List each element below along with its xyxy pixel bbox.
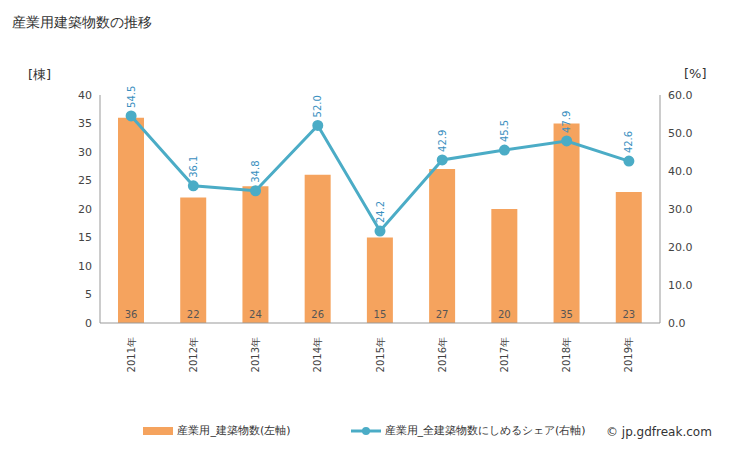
svg-text:2017年: 2017年 — [499, 337, 510, 372]
svg-text:40.0: 40.0 — [668, 165, 693, 178]
svg-text:0.0: 0.0 — [668, 317, 686, 330]
svg-text:50.0: 50.0 — [668, 127, 693, 140]
svg-text:34.8: 34.8 — [250, 160, 261, 182]
svg-text:35: 35 — [78, 117, 92, 130]
svg-text:45.5: 45.5 — [499, 120, 510, 142]
svg-text:5: 5 — [85, 288, 92, 301]
svg-text:2011年: 2011年 — [126, 337, 137, 372]
svg-text:47.9: 47.9 — [561, 111, 572, 133]
svg-text:42.9: 42.9 — [437, 130, 448, 152]
html-text:産業用_建築物数(左軸): 産業用_建築物数(左軸) — [177, 424, 291, 437]
svg-text:2012年: 2012年 — [188, 337, 199, 372]
svg-text:2014年: 2014年 — [312, 337, 323, 372]
svg-text:30: 30 — [78, 146, 92, 159]
svg-text:20.0: 20.0 — [668, 241, 693, 254]
svg-text:42.6: 42.6 — [623, 131, 634, 153]
svg-text:54.5: 54.5 — [126, 86, 137, 108]
svg-text:22: 22 — [187, 309, 200, 320]
svg-text:26: 26 — [311, 309, 324, 320]
svg-text:40: 40 — [78, 89, 92, 102]
html-text:産業用建築物数の推移: 産業用建築物数の推移 — [12, 14, 152, 30]
svg-text:10: 10 — [78, 260, 92, 273]
html-text:[棟]: [棟] — [28, 67, 52, 82]
svg-text:25: 25 — [78, 174, 92, 187]
svg-text:20: 20 — [78, 203, 92, 216]
svg-text:2015年: 2015年 — [375, 337, 386, 372]
svg-text:20: 20 — [498, 309, 511, 320]
svg-text:35: 35 — [560, 309, 573, 320]
html-text:産業用_全建築物数にしめるシェア(右軸): 産業用_全建築物数にしめるシェア(右軸) — [384, 424, 586, 437]
svg-text:36.1: 36.1 — [188, 156, 199, 178]
svg-text:2016年: 2016年 — [437, 337, 448, 372]
svg-text:27: 27 — [436, 309, 449, 320]
svg-text:10.0: 10.0 — [668, 279, 693, 292]
svg-text:36: 36 — [125, 309, 138, 320]
svg-text:0: 0 — [85, 317, 92, 330]
svg-text:2018年: 2018年 — [561, 337, 572, 372]
svg-text:24: 24 — [249, 309, 262, 320]
html-text:© jp.gdfreak.com: © jp.gdfreak.com — [606, 425, 712, 439]
svg-text:23: 23 — [622, 309, 635, 320]
svg-text:15: 15 — [374, 309, 387, 320]
svg-text:24.2: 24.2 — [375, 201, 386, 223]
svg-text:52.0: 52.0 — [312, 95, 323, 117]
svg-text:2013年: 2013年 — [250, 337, 261, 372]
svg-text:2019年: 2019年 — [623, 337, 634, 372]
svg-text:60.0: 60.0 — [668, 89, 693, 102]
svg-text:30.0: 30.0 — [668, 203, 693, 216]
svg-text:15: 15 — [78, 231, 92, 244]
